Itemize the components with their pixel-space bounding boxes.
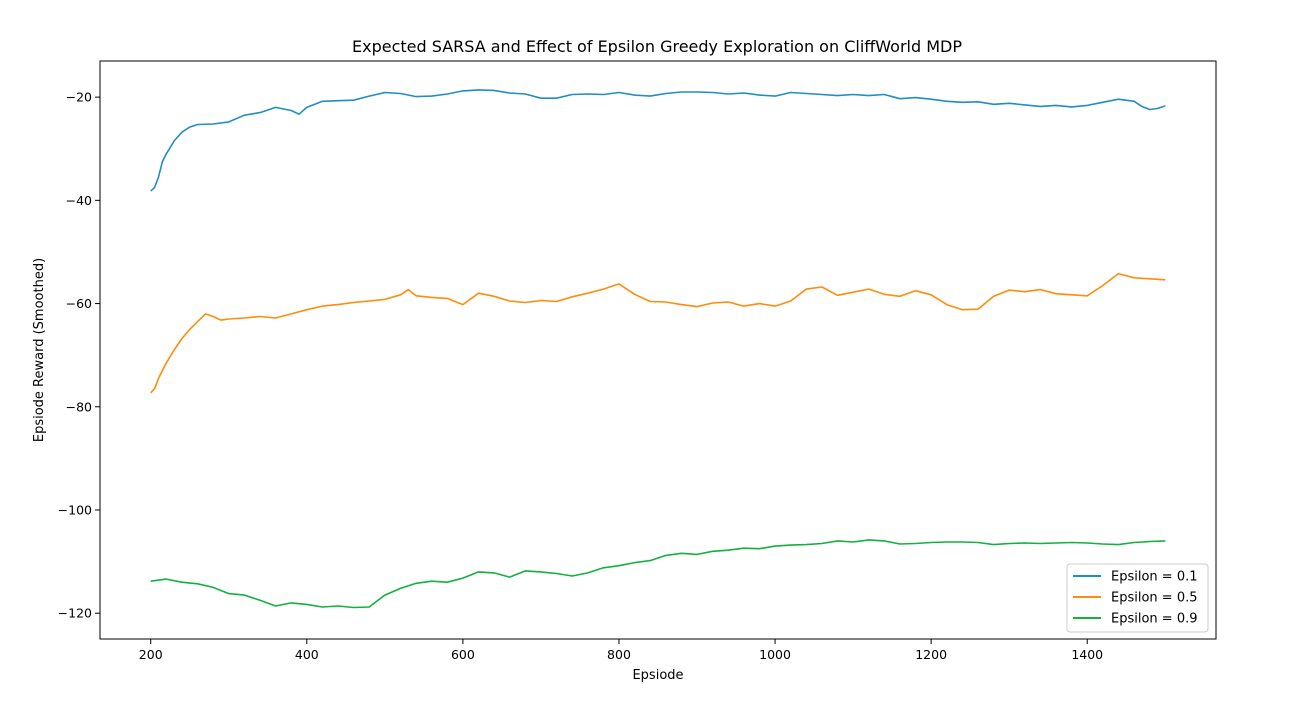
x-tick-label: 1400 [1071, 647, 1103, 662]
plot-lines [150, 89, 1166, 609]
y-tick-label: −120 [58, 606, 92, 621]
x-tick-label: 1000 [759, 647, 791, 662]
legend-label-1: Epsilon = 0.1 [1111, 570, 1198, 585]
y-tick-label: −60 [66, 296, 92, 311]
y-tick-label: −80 [66, 399, 92, 414]
y-axis-ticks: −20 −40 −60 −80 −100 −120 [58, 90, 100, 621]
legend: Epsilon = 0.1 Epsilon = 0.5 Epsilon = 0.9 [1066, 563, 1209, 633]
y-tick-label: −20 [66, 90, 92, 105]
x-tick-label: 200 [139, 647, 163, 662]
chart-title: Expected SARSA and Effect of Epsilon Gre… [352, 37, 962, 56]
legend-label-2: Epsilon = 0.5 [1111, 591, 1198, 606]
plot-frame [99, 60, 1217, 640]
series-line-2 [150, 272, 1166, 394]
series-line-3 [150, 539, 1166, 609]
y-tick-label: −40 [66, 193, 92, 208]
legend-box [1066, 563, 1209, 633]
series-line-1 [150, 89, 1166, 192]
legend-label-3: Epsilon = 0.9 [1111, 612, 1198, 627]
x-tick-label: 800 [607, 647, 631, 662]
x-axis-label: Epsiode [632, 668, 683, 683]
x-axis-ticks: 200 400 600 800 1000 1200 1400 [139, 639, 1103, 662]
y-axis-label: Epsiode Reward (Smoothed) [32, 258, 47, 442]
x-tick-label: 1200 [915, 647, 947, 662]
y-tick-label: −100 [58, 502, 92, 517]
x-tick-label: 600 [451, 647, 475, 662]
x-tick-label: 400 [295, 647, 319, 662]
